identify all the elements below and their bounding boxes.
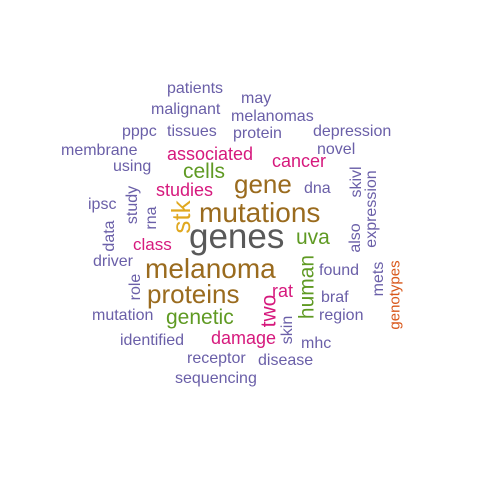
word-study: study	[124, 185, 141, 225]
word-pppc: pppc	[122, 123, 157, 140]
word-expression: expression	[363, 170, 380, 248]
word-driver: driver	[93, 253, 134, 270]
word-protein: protein	[233, 125, 282, 142]
word-tissues: tissues	[167, 123, 217, 140]
word-genetic: genetic	[166, 306, 234, 329]
word-studies: studies	[156, 180, 214, 200]
word-braf: braf	[321, 289, 349, 306]
word-rna: rna	[143, 206, 160, 230]
word-region: region	[319, 307, 364, 324]
word-two: two	[257, 294, 281, 328]
word-skin: skin	[279, 315, 296, 345]
word-sequencing: sequencing	[175, 370, 257, 387]
word-dna: dna	[304, 180, 331, 197]
word-genotypes: genotypes	[386, 260, 404, 330]
word-using: using	[113, 158, 152, 175]
word-identified: identified	[120, 332, 185, 349]
word-patients: patients	[167, 80, 224, 97]
word-class: class	[133, 235, 172, 254]
word-uva: uva	[296, 226, 330, 249]
word-data: data	[101, 220, 118, 252]
word-melanoma: melanoma	[145, 253, 276, 284]
word-cancer: cancer	[272, 151, 327, 171]
word-mutation: mutation	[92, 307, 154, 324]
word-gene: gene	[234, 169, 292, 199]
word-depression: depression	[313, 123, 392, 140]
word-mhc: mhc	[301, 335, 332, 352]
word-proteins: proteins	[147, 279, 240, 309]
word-damage: damage	[211, 328, 277, 348]
word-receptor: receptor	[187, 350, 246, 367]
word-found: found	[319, 262, 360, 279]
word-melanomas: melanomas	[231, 108, 314, 125]
word-may: may	[241, 90, 272, 107]
word-stk: stk	[166, 200, 196, 234]
word-disease: disease	[258, 352, 314, 369]
word-novel: novel	[317, 141, 356, 158]
word-also: also	[347, 223, 364, 253]
word-mets: mets	[370, 261, 387, 297]
word-malignant: malignant	[151, 101, 221, 118]
word-membrane: membrane	[61, 142, 138, 159]
word-rat: rat	[272, 281, 294, 301]
word-role: role	[127, 273, 144, 301]
word-ipsc: ipsc	[88, 196, 117, 213]
word-mutations: mutations	[199, 197, 321, 228]
word-genes: genes	[189, 217, 285, 256]
word-associated: associated	[167, 144, 254, 164]
word-human: human	[295, 254, 319, 320]
word-cells: cells	[183, 160, 226, 183]
